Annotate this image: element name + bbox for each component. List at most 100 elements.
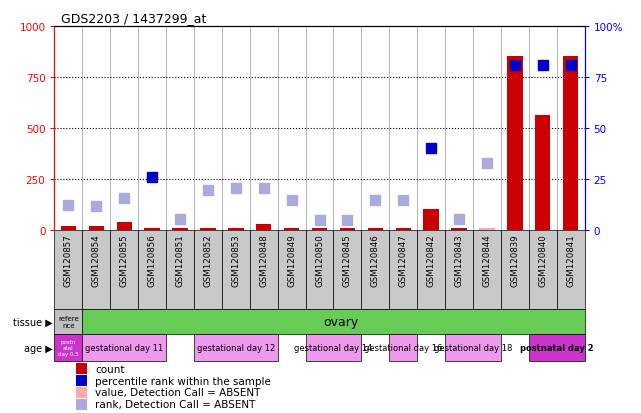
Bar — [424, 210, 439, 230]
Bar — [284, 228, 299, 230]
Point — [426, 145, 437, 152]
Point — [510, 62, 520, 69]
Bar — [451, 228, 467, 230]
Bar — [501, 230, 529, 309]
Point — [370, 197, 381, 204]
Text: GSM120845: GSM120845 — [343, 234, 352, 287]
Bar — [166, 230, 194, 309]
Bar — [76, 375, 87, 386]
Text: GSM120849: GSM120849 — [287, 234, 296, 287]
Point — [454, 216, 464, 222]
Text: ovary: ovary — [323, 315, 358, 328]
Text: refere
nce: refere nce — [58, 315, 79, 328]
Bar — [312, 228, 327, 230]
Bar — [250, 230, 278, 309]
Bar — [54, 230, 83, 309]
Text: GSM120840: GSM120840 — [538, 234, 547, 287]
Text: GSM120854: GSM120854 — [92, 234, 101, 287]
Point — [565, 62, 576, 69]
Text: GSM120848: GSM120848 — [259, 234, 268, 287]
Bar — [389, 230, 417, 309]
Point — [342, 217, 353, 223]
Bar — [194, 334, 278, 361]
Bar — [556, 230, 585, 309]
Bar — [117, 223, 132, 230]
Text: gestational day 12: gestational day 12 — [197, 343, 275, 352]
Point — [398, 197, 408, 204]
Bar — [445, 230, 473, 309]
Point — [287, 197, 297, 204]
Point — [119, 195, 129, 202]
Bar — [340, 228, 355, 230]
Bar — [144, 228, 160, 230]
Text: gestational day 11: gestational day 11 — [85, 343, 163, 352]
Bar — [395, 228, 411, 230]
Text: GSM120843: GSM120843 — [454, 234, 463, 287]
Bar — [138, 230, 166, 309]
Text: GSM120844: GSM120844 — [483, 234, 492, 287]
Bar — [368, 228, 383, 230]
Bar — [445, 334, 501, 361]
Text: postn
atal
day 0.5: postn atal day 0.5 — [58, 339, 79, 356]
Bar — [88, 226, 104, 230]
Bar — [529, 334, 585, 361]
Bar — [362, 230, 389, 309]
Text: tissue ▶: tissue ▶ — [13, 317, 53, 327]
Bar — [529, 230, 556, 309]
Bar — [535, 115, 551, 230]
Point — [538, 62, 548, 69]
Text: GSM120846: GSM120846 — [371, 234, 380, 287]
Text: percentile rank within the sample: percentile rank within the sample — [96, 376, 271, 386]
Bar — [76, 399, 87, 410]
Bar — [200, 228, 215, 230]
Text: GSM120855: GSM120855 — [120, 234, 129, 287]
Text: GSM120847: GSM120847 — [399, 234, 408, 287]
Point — [258, 185, 269, 192]
Bar — [110, 230, 138, 309]
Text: GSM120850: GSM120850 — [315, 234, 324, 287]
Text: GSM120839: GSM120839 — [510, 234, 519, 287]
Bar — [228, 228, 244, 230]
Bar — [172, 228, 188, 230]
Bar — [389, 334, 417, 361]
Bar — [563, 57, 578, 230]
Bar — [256, 225, 271, 230]
Bar — [222, 230, 250, 309]
Text: age ▶: age ▶ — [24, 343, 53, 353]
Text: count: count — [96, 364, 125, 374]
Bar — [479, 228, 495, 230]
Bar — [76, 387, 87, 398]
Text: value, Detection Call = ABSENT: value, Detection Call = ABSENT — [96, 387, 261, 398]
Text: GSM120852: GSM120852 — [203, 234, 212, 287]
Point — [63, 202, 74, 209]
Point — [482, 161, 492, 167]
Bar — [54, 309, 83, 334]
Bar — [83, 230, 110, 309]
Bar — [306, 230, 333, 309]
Bar — [473, 230, 501, 309]
Point — [231, 185, 241, 192]
Text: rank, Detection Call = ABSENT: rank, Detection Call = ABSENT — [96, 399, 256, 409]
Bar — [61, 226, 76, 230]
Point — [91, 204, 101, 210]
Bar — [54, 334, 83, 361]
Bar — [278, 230, 306, 309]
Text: GSM120853: GSM120853 — [231, 234, 240, 287]
Bar — [76, 363, 87, 374]
Point — [314, 217, 324, 223]
Point — [147, 174, 157, 180]
Point — [203, 187, 213, 194]
Text: GSM120851: GSM120851 — [176, 234, 185, 287]
Text: GSM120857: GSM120857 — [64, 234, 73, 287]
Text: GDS2203 / 1437299_at: GDS2203 / 1437299_at — [61, 12, 206, 25]
Bar — [306, 334, 362, 361]
Bar — [333, 230, 362, 309]
Text: GSM120841: GSM120841 — [566, 234, 575, 287]
Bar — [83, 334, 166, 361]
Bar — [507, 57, 522, 230]
Point — [175, 216, 185, 222]
Bar — [417, 230, 445, 309]
Text: GSM120842: GSM120842 — [427, 234, 436, 287]
Text: GSM120856: GSM120856 — [147, 234, 156, 287]
Text: gestational day 18: gestational day 18 — [434, 343, 512, 352]
